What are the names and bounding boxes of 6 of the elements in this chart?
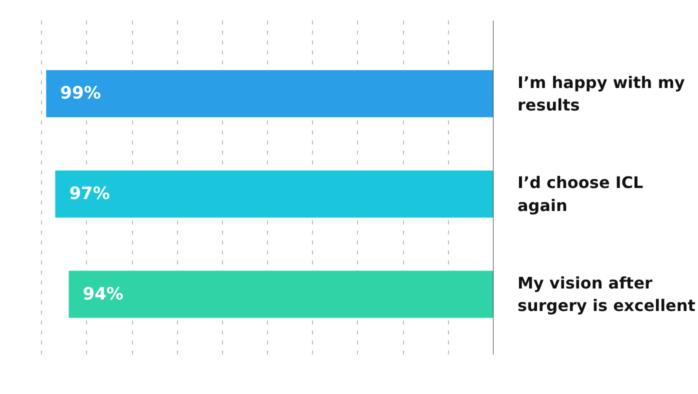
data-label: 99%: [60, 84, 101, 104]
data-label: 94%: [82, 284, 124, 304]
y-tick-label: I’m happy with my results: [518, 72, 686, 115]
data-label: 97%: [69, 184, 110, 204]
y-tick-label: My vision after surgery is excellent: [518, 273, 696, 316]
y-tick-label: I’d choose ICL again: [518, 173, 644, 215]
